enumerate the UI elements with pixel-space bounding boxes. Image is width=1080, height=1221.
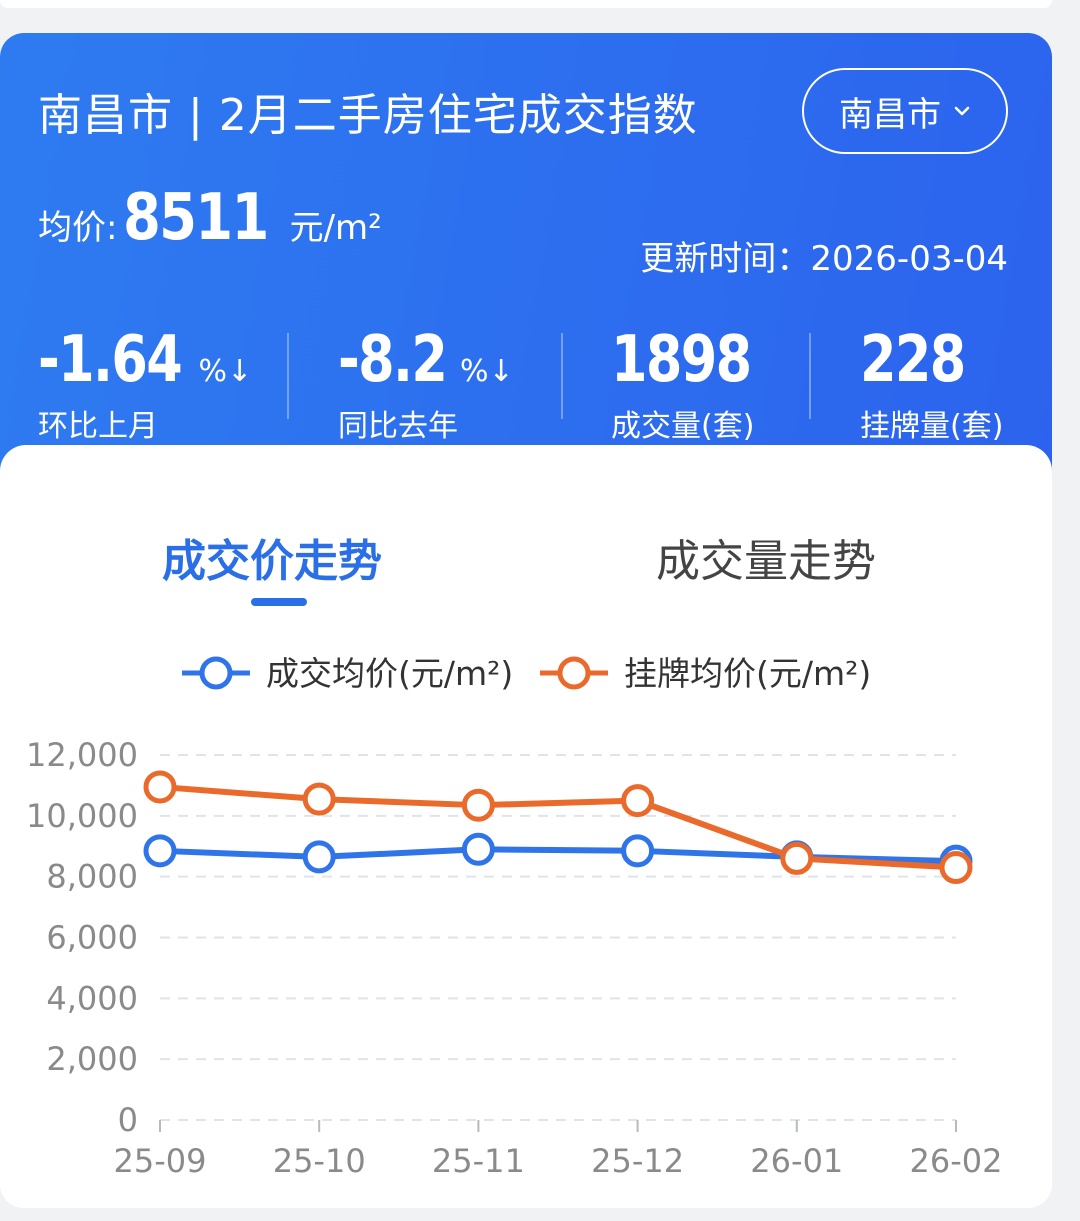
stat-divider: [809, 333, 811, 419]
stat-value: -8.2: [338, 323, 448, 397]
stat-label: 同比去年: [338, 409, 458, 444]
data-point[interactable]: [461, 788, 495, 822]
city-selector-button[interactable]: 南昌市: [802, 68, 1008, 154]
legend-label: 挂牌均价(元/m²): [624, 654, 871, 693]
y-tick-label: 0: [118, 1101, 138, 1139]
stat-value: 228: [860, 323, 966, 397]
price-trend-chart: 成交均价(元/m²) 挂牌均价(元/m²) 0 2,000 4,000 6,000 8,…: [26, 654, 1003, 1180]
stat-divider: [561, 333, 563, 419]
series-1: [143, 770, 973, 885]
x-tick-label: 26-02: [910, 1142, 1003, 1180]
data-point[interactable]: [143, 770, 177, 804]
stat-suffix: %↓: [198, 354, 253, 389]
stat-label: 成交量(套): [611, 409, 755, 444]
chevron-down-icon: [954, 106, 970, 116]
stat-year-over-year: -8.2 %↓ 同比去年: [338, 323, 514, 445]
tab-price-trend[interactable]: 成交价走势: [162, 536, 382, 587]
chart-legend: 成交均价(元/m²) 挂牌均价(元/m²): [182, 654, 871, 693]
y-tick-label: 10,000: [26, 797, 138, 835]
active-tab-indicator: [251, 598, 307, 606]
summary-header: 南昌市 | 2月二手房住宅成交指数 南昌市 均价: 8511 元/m² 更新时间…: [0, 33, 1052, 473]
page-title: 南昌市 | 2月二手房住宅成交指数: [38, 90, 698, 141]
update-time: 更新时间：2026-03-04: [640, 239, 1008, 279]
legend-marker: [199, 656, 233, 690]
stat-month-over-month: -1.64 %↓ 环比上月: [38, 323, 252, 445]
x-tick-label: 25-10: [273, 1142, 366, 1180]
series-line: [157, 783, 959, 871]
data-point[interactable]: [780, 841, 814, 875]
y-tick-label: 8,000: [46, 858, 138, 896]
x-axis: 25-09 25-10 25-11 25-12 26-01 26-02: [114, 1120, 1003, 1180]
y-axis: 0 2,000 4,000 6,000 8,000 10,000 12,000: [26, 736, 138, 1139]
average-price-unit: 元/m²: [289, 208, 382, 248]
data-point[interactable]: [621, 834, 655, 868]
data-point[interactable]: [302, 782, 336, 816]
average-price-value: 8511: [123, 181, 269, 255]
y-tick-label: 6,000: [46, 919, 138, 957]
chart-series: [143, 770, 973, 885]
stat-divider: [287, 333, 289, 419]
chart-gridlines: [160, 754, 956, 1121]
legend-label: 成交均价(元/m²): [266, 654, 513, 693]
data-point[interactable]: [302, 840, 336, 874]
average-price: 均价: 8511 元/m²: [38, 181, 382, 255]
x-tick-label: 25-11: [432, 1142, 525, 1180]
tab-volume-trend[interactable]: 成交量走势: [656, 536, 876, 587]
stat-suffix: %↓: [459, 354, 514, 389]
previous-card-edge: [0, 0, 1052, 8]
y-tick-label: 2,000: [46, 1040, 138, 1078]
data-point[interactable]: [143, 834, 177, 868]
stat-deal-volume: 1898 成交量(套): [611, 323, 781, 445]
x-tick-label: 25-09: [114, 1142, 207, 1180]
stat-label: 挂牌量(套): [860, 409, 1004, 444]
legend-item-listing-price[interactable]: 挂牌均价(元/m²): [540, 654, 871, 693]
housing-index-card: 南昌市 | 2月二手房住宅成交指数 南昌市 均价: 8511 元/m² 更新时间…: [0, 33, 1052, 1208]
city-selector-label: 南昌市: [839, 94, 941, 135]
legend-marker: [557, 656, 591, 690]
stat-listing-volume: 228 挂牌量(套): [860, 323, 1003, 445]
data-point[interactable]: [621, 784, 655, 818]
legend-item-deal-price[interactable]: 成交均价(元/m²): [182, 654, 513, 693]
stat-value: -1.64: [38, 323, 183, 397]
trend-panel: 成交价走势 成交量走势 成交均价(元/m²) 挂牌均价(元/m²) 0 2,000…: [0, 445, 1052, 1208]
x-tick-label: 25-12: [591, 1142, 684, 1180]
series-0: [143, 832, 973, 878]
data-point[interactable]: [939, 851, 973, 885]
y-tick-label: 4,000: [46, 979, 138, 1017]
y-tick-label: 12,000: [26, 736, 138, 774]
data-point[interactable]: [461, 832, 495, 866]
stat-label: 环比上月: [38, 409, 158, 444]
x-tick-label: 26-01: [750, 1142, 843, 1180]
average-price-label: 均价:: [38, 208, 118, 248]
stat-value: 1898: [611, 323, 752, 397]
